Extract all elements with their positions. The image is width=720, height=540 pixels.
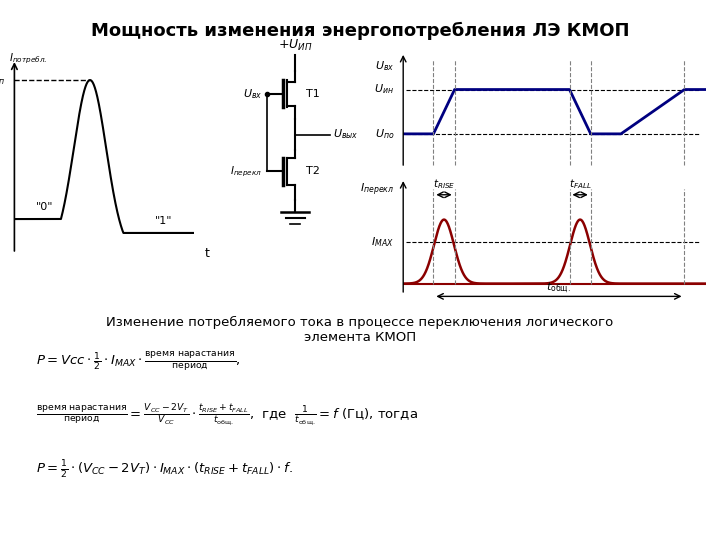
Text: $I_{перекл}$: $I_{перекл}$ — [360, 181, 394, 198]
Text: $t_{\mathrm{общ.}}$: $t_{\mathrm{общ.}}$ — [546, 280, 572, 295]
Text: T2: T2 — [306, 166, 320, 177]
Text: t: t — [204, 247, 210, 260]
Text: "1": "1" — [155, 216, 172, 226]
Text: $U_{ин}$: $U_{ин}$ — [374, 83, 394, 97]
Text: $U_{вх}$: $U_{вх}$ — [243, 87, 262, 101]
Text: $t_{RISE}$: $t_{RISE}$ — [433, 177, 455, 191]
Text: "0": "0" — [36, 202, 53, 212]
Text: $U_{вых}$: $U_{вых}$ — [333, 127, 359, 141]
Text: $t_{FALL}$: $t_{FALL}$ — [569, 177, 592, 191]
Text: $I_{перекл}$: $I_{перекл}$ — [230, 164, 262, 179]
Text: $P = Vcc \cdot \frac{1}{2} \cdot I_{MAX} \cdot \frac{\text{время нарастания}}{\t: $P = Vcc \cdot \frac{1}{2} \cdot I_{MAX}… — [36, 351, 240, 373]
Text: $U_{по}$: $U_{по}$ — [374, 127, 394, 141]
Text: $\frac{\text{время нарастания}}{\text{период}} = \frac{V_{CC} - 2V_T}{V_{CC}} \c: $\frac{\text{время нарастания}}{\text{пе… — [36, 402, 418, 428]
Text: $U_{вх}$: $U_{вх}$ — [374, 59, 394, 73]
Text: $P = \frac{1}{2} \cdot (V_{CC} - 2V_T) \cdot I_{MAX} \cdot (t_{RISE} + t_{FALL}): $P = \frac{1}{2} \cdot (V_{CC} - 2V_T) \… — [36, 459, 293, 481]
Text: $I_{имп}$: $I_{имп}$ — [0, 73, 6, 87]
Text: $I_{MAX}$: $I_{MAX}$ — [372, 235, 394, 249]
Text: T1: T1 — [306, 89, 320, 99]
Text: $I_{потребл.}$: $I_{потребл.}$ — [9, 52, 48, 66]
Text: Мощность изменения энергопотребления ЛЭ КМОП: Мощность изменения энергопотребления ЛЭ … — [91, 22, 629, 40]
Text: Изменение потребляемого тока в процессе переключения логического
элемента КМОП: Изменение потребляемого тока в процессе … — [107, 316, 613, 344]
Text: $+U_{ИП}$: $+U_{ИП}$ — [278, 38, 312, 53]
